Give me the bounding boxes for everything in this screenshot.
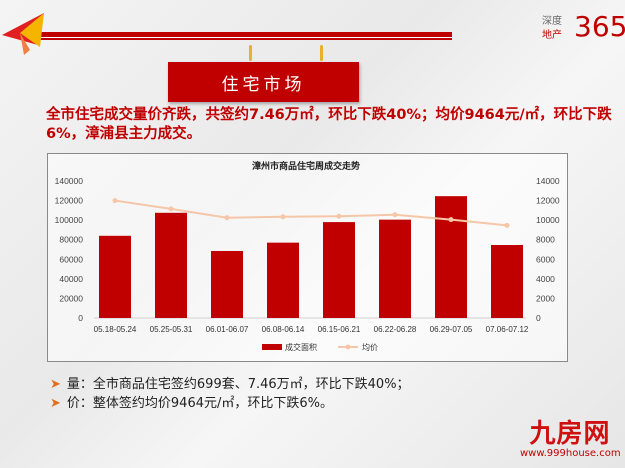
section-banner: 住宅市场 [168, 62, 359, 102]
bar [435, 196, 467, 318]
left-axis-tick: 120000 [55, 196, 84, 206]
left-axis-tick: 20000 [59, 293, 83, 303]
left-axis-tick: 0 [78, 313, 83, 323]
legend-label: 成交面积 [285, 342, 317, 352]
bullet-item: ➤ 量：全市商品住宅签约699套、7.46万㎡，环比下跌40%； [50, 377, 410, 392]
left-axis-tick: 40000 [59, 274, 83, 284]
x-axis-tick: 05.25-05.31 [150, 325, 193, 334]
bar [155, 212, 187, 318]
bar [267, 242, 299, 318]
bar [379, 219, 411, 318]
x-axis-tick: 06.22-06.28 [374, 325, 417, 334]
logo-999house: 九房网 www.999house.com [520, 419, 621, 459]
line-point [224, 215, 230, 221]
header-line [40, 32, 452, 38]
bar [211, 250, 243, 318]
x-axis-tick: 07.06-07.12 [486, 325, 529, 334]
x-axis-tick: 06.29-07.05 [430, 325, 473, 334]
headline: 全市住宅成交量价齐跌，共签约7.46万㎡，环比下跌40%；均价9464元/㎡，环… [46, 107, 612, 142]
paper-plane-icon [2, 13, 44, 55]
bullet-list: ➤ 量：全市商品住宅签约699套、7.46万㎡，环比下跌40%； ➤ 价：整体签约均… [50, 375, 410, 413]
banner-hook [249, 45, 252, 61]
right-axis-tick: 12000 [536, 196, 560, 206]
bullet-item: ➤ 价：整体签约均价9464元/㎡，环比下跌6%。 [50, 396, 333, 411]
left-axis-tick: 60000 [59, 254, 83, 264]
line-point [336, 213, 342, 219]
x-axis-tick: 06.08-06.14 [262, 325, 305, 334]
logo-365: 深度 地产 365 [542, 10, 625, 43]
line-point [392, 212, 398, 218]
arrow-bullet-icon: ➤ [50, 396, 61, 411]
line-point [280, 214, 286, 220]
line-point [504, 222, 510, 228]
right-axis-tick: 6000 [536, 254, 555, 264]
chart: 漳州市商品住宅周成交走势 0 20000 40000 60000 80000 100000 1… [47, 153, 568, 362]
right-axis-tick: 14000 [536, 176, 560, 186]
bar [491, 244, 523, 318]
left-axis-tick: 100000 [55, 215, 84, 225]
arrow-bullet-icon: ➤ [50, 377, 61, 392]
legend-label: 均价 [362, 342, 378, 352]
chart-svg: 漳州市商品住宅周成交走势0200004000060000800001000001… [55, 160, 560, 352]
left-axis-tick: 80000 [59, 235, 83, 245]
x-axis-tick: 05.18-05.24 [94, 325, 137, 334]
right-axis-tick: 2000 [536, 293, 555, 303]
legend-swatch-bar [262, 344, 282, 350]
line-point [448, 217, 454, 223]
right-axis-tick: 0 [536, 313, 541, 323]
right-axis-tick: 4000 [536, 274, 555, 284]
x-axis-tick: 06.01-06.07 [206, 325, 249, 334]
bar [323, 222, 355, 318]
x-axis-tick: 06.15-06.21 [318, 325, 361, 334]
legend-swatch-point [345, 344, 351, 350]
bar [99, 235, 131, 318]
line-series [114, 199, 508, 227]
chart-title: 漳州市商品住宅周成交走势 [252, 160, 360, 171]
line-point [112, 198, 118, 204]
left-axis-tick: 140000 [55, 176, 84, 186]
right-axis-tick: 10000 [536, 215, 560, 225]
right-axis-tick: 8000 [536, 235, 555, 245]
banner-hook [320, 45, 323, 61]
line-point [168, 206, 174, 212]
